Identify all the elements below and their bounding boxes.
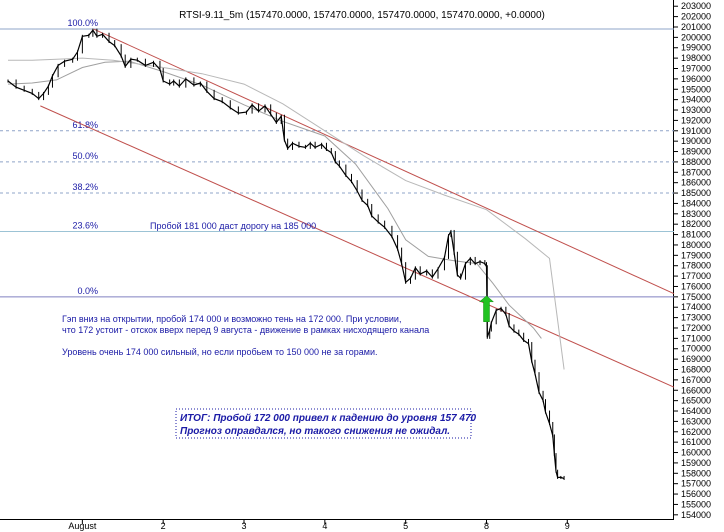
fib-level-label: 0.0% [77,286,98,296]
y-tick-label: 186000 [681,178,711,188]
y-tick-label: 166000 [681,385,711,395]
y-tick-label: 183000 [681,209,711,219]
fib-level-label: 50.0% [72,151,98,161]
y-tick-label: 167000 [681,375,711,385]
x-tick-label: 5 [403,521,408,531]
y-tick-label: 198000 [681,53,711,63]
gap-note-line-2: что 172 устоит - отскок вверх перед 9 ав… [62,325,429,335]
y-tick-label: 181000 [681,230,711,240]
fib-level-label: 61.8% [72,120,98,130]
y-tick-label: 163000 [681,416,711,426]
y-tick-label: 171000 [681,333,711,343]
y-tick-label: 193000 [681,105,711,115]
fib-level-label: 100.0% [67,18,98,28]
x-tick-label: 9 [565,521,570,531]
y-tick-label: 194000 [681,95,711,105]
y-tick-label: 158000 [681,468,711,478]
y-tick-label: 173000 [681,313,711,323]
y-tick-label: 175000 [681,292,711,302]
summary-box: ИТОГ: Пробой 172 000 привел к падению до… [175,408,477,439]
y-tick-label: 192000 [681,115,711,125]
summary-line-1: ИТОГ: Пробой 172 000 привел к падению до… [180,412,477,424]
y-tick-label: 156000 [681,489,711,499]
y-tick-label: 170000 [681,344,711,354]
breakout-arrow-shape [478,295,495,323]
y-tick-label: 178000 [681,261,711,271]
y-tick-label: 197000 [681,64,711,74]
fib-level-label: 38.2% [72,182,98,192]
fib-level-label: 23.6% [72,220,98,230]
y-tick-label: 196000 [681,74,711,84]
y-tick-label: 195000 [681,84,711,94]
y-tick-label: 177000 [681,271,711,281]
channel-line [93,28,675,295]
y-tick-label: 185000 [681,188,711,198]
y-tick-label: 169000 [681,354,711,364]
y-tick-label: 154000 [681,510,711,520]
level-note: Уровень очень 174 000 сильный, но если п… [62,347,377,357]
y-tick-label: 157000 [681,479,711,489]
y-tick-label: 162000 [681,427,711,437]
x-tick-label: 3 [242,521,247,531]
y-tick-label: 190000 [681,136,711,146]
y-tick-label: 168000 [681,365,711,375]
y-tick-label: 202000 [681,12,711,22]
y-tick-label: 174000 [681,302,711,312]
y-tick-label: 176000 [681,281,711,291]
y-tick-label: 180000 [681,240,711,250]
y-tick-label: 199000 [681,43,711,53]
price-line [7,29,565,480]
breakout-arrow [478,295,495,323]
trend-channel [40,28,675,388]
summary-box-border [175,408,472,439]
y-tick-label: 155000 [681,499,711,509]
gap-note-line-1: Гэп вниз на открытии, пробой 174 000 и в… [62,314,401,324]
x-tick-label: 8 [484,521,489,531]
y-tick-label: 161000 [681,437,711,447]
y-tick-label: 165000 [681,396,711,406]
summary-line-2: Прогноз оправдался, но такого снижения н… [180,426,450,437]
y-tick-label: 189000 [681,147,711,157]
y-tick-label: 172000 [681,323,711,333]
price-series [7,28,565,480]
y-tick-label: 201000 [681,22,711,32]
y-tick-label: 164000 [681,406,711,416]
channel-line [40,105,675,388]
fibonacci-levels: 100.0% 61.8% 50.0% 38.2% 23.6% 0.0% [0,18,674,298]
y-tick-label: 200000 [681,32,711,42]
y-tick-label: 184000 [681,198,711,208]
x-tick-label: August [68,521,97,531]
y-tick-label: 179000 [681,250,711,260]
breakout-note: Пробой 181 000 даст дорогу на 185 000 [150,221,316,231]
y-tick-label: 182000 [681,219,711,229]
y-tick-label: 203000 [681,1,711,11]
chart-title: RTSI-9.11_5m (157470.0000, 157470.0000, … [179,10,545,21]
y-axis-ticks: 2030002020002010002000001990001980001970… [674,1,711,520]
x-tick-label: 4 [322,521,327,531]
y-tick-label: 188000 [681,157,711,167]
y-tick-label: 159000 [681,458,711,468]
x-axis-ticks: August 2 3 4 5 8 9 [68,520,570,531]
y-tick-label: 187000 [681,167,711,177]
y-tick-label: 191000 [681,126,711,136]
x-tick-label: 2 [161,521,166,531]
y-tick-label: 160000 [681,448,711,458]
